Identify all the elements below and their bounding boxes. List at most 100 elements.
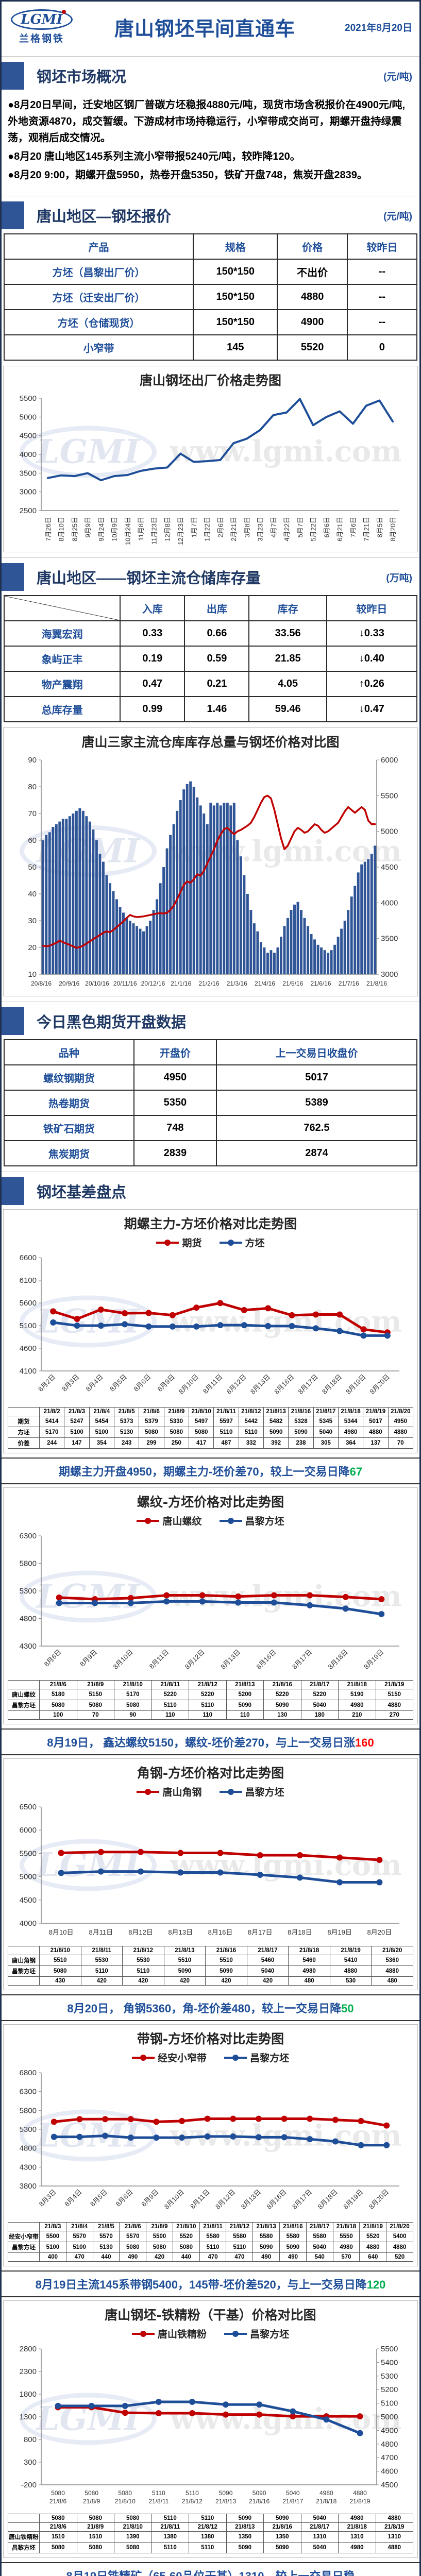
chart-legend: 唐山角钢 昌黎方坯 xyxy=(4,1784,417,1800)
table-cell: 21/8/16 xyxy=(263,2522,301,2532)
table-cell: 70 xyxy=(76,1710,114,1720)
svg-text:8月9日: 8月9日 xyxy=(140,2188,160,2208)
legend-line-icon xyxy=(219,1517,242,1524)
table-cell: 270 xyxy=(375,1710,413,1720)
svg-text:8月5日: 8月5日 xyxy=(376,517,383,537)
caption-ironore: 8月19日铁精矿（65-60品位干基）1310，较上一交易日稳 xyxy=(2,2562,419,2576)
table-cell: 5360 xyxy=(371,1955,413,1966)
table-cell: 物产震翔 xyxy=(3,671,121,697)
header-cell: 21/8/10 xyxy=(188,1407,214,1416)
table-cell: 4880 xyxy=(375,2514,413,2523)
svg-text:11月8日: 11月8日 xyxy=(137,517,145,541)
svg-text:5月22日: 5月22日 xyxy=(310,517,317,541)
legend-item: 唐山铁精粉 xyxy=(131,2327,207,2341)
table-cell: 4880 xyxy=(359,2242,387,2253)
table-cell: 5130 xyxy=(113,1427,140,1438)
table-row: 方坯（仓储现货） 150*150 4900 -- xyxy=(3,309,418,335)
svg-text:8月16日: 8月16日 xyxy=(265,2188,288,2211)
table-cell: 110 xyxy=(189,1710,227,1720)
svg-text:8月2日: 8月2日 xyxy=(37,1373,57,1393)
table-cell: 昌黎方坯 xyxy=(8,2242,40,2253)
legend-item: 昌黎方坯 xyxy=(224,2050,289,2064)
table-cell: 1380 xyxy=(151,2531,189,2543)
table-cell: 4950 xyxy=(388,1416,414,1427)
table-cell: 364 xyxy=(338,1437,364,1449)
chart-legend: 唐山螺纹 昌黎方坯 xyxy=(4,1513,417,1529)
svg-text:21/8/11: 21/8/11 xyxy=(148,2498,169,2505)
svg-text:7月21日: 7月21日 xyxy=(363,517,371,541)
table-cell: 4980 xyxy=(338,1427,364,1438)
table-cell: 焦炭期货 xyxy=(4,1140,134,1166)
table-cell: 1310 xyxy=(375,2531,413,2543)
table-cell: 299 xyxy=(139,1437,164,1449)
table-cell: 5040 xyxy=(306,2242,333,2253)
table-row: 100 70 90 110 110 110 130 180 210 270 xyxy=(8,1710,413,1720)
table-cell: 0.19 xyxy=(120,646,186,672)
table-cell: 5080 xyxy=(39,1700,77,1711)
svg-text:5000: 5000 xyxy=(20,413,37,421)
table-cell: 昌黎方坯 xyxy=(8,1700,40,1711)
section-billet-quotes: 唐山地区—钢坯报价 (元/吨) xyxy=(2,196,419,229)
header-cell: 21/8/6 xyxy=(139,1407,164,1416)
caption-segment: 50 xyxy=(341,2002,354,2015)
table-cell: 5580 xyxy=(252,2231,280,2242)
header-cell: 21/8/16 xyxy=(279,2222,307,2231)
table-cell: 1510 xyxy=(39,2531,77,2543)
header-cell: 价格 xyxy=(277,233,348,260)
svg-text:5月7日: 5月7日 xyxy=(296,517,304,537)
table-cell: 5180 xyxy=(39,1689,77,1700)
table-cell: 5220 xyxy=(151,1689,189,1700)
table-cell: 130 xyxy=(263,1710,301,1720)
table-cell: 昌黎方坯 xyxy=(8,1965,40,1977)
table-row: 期货 5414 5247 5454 5373 5379 5330 5497 5597 5442 54… xyxy=(8,1416,414,1427)
table-cell: 5510 xyxy=(39,1955,81,1966)
table-cell: 5100 xyxy=(65,2242,93,2253)
header-cell: 21/8/18 xyxy=(338,1680,376,1689)
table-cell: 21/8/18 xyxy=(338,2522,376,2532)
header-cell: 21/8/4 xyxy=(65,2222,93,2231)
table-cell: 2839 xyxy=(133,1140,217,1166)
table-cell: 5080 xyxy=(146,2242,173,2253)
table-cell: 螺纹钢期货 xyxy=(4,1064,134,1091)
table-cell: 150*150 xyxy=(193,284,278,310)
svg-text:8月19日: 8月19日 xyxy=(344,1373,367,1396)
header-cell: 21/8/10 xyxy=(39,1946,81,1955)
table-cell: 4880 xyxy=(277,284,348,310)
table-cell: 5520 xyxy=(277,334,348,361)
svg-text:60: 60 xyxy=(28,836,37,845)
table-cell: 5110 xyxy=(189,1700,227,1711)
table-row: 方坯（昌黎出厂价） 150*150 不出价 -- xyxy=(3,259,418,285)
table-cell: 520 xyxy=(386,2252,413,2262)
table-cell: 440 xyxy=(92,2252,120,2262)
table-row: 唐山铁精粉 1510 1510 1390 1380 1380 1350 1350 1310 131… xyxy=(8,2531,413,2543)
svg-text:8月16日: 8月16日 xyxy=(273,1373,295,1396)
svg-text:8月20日: 8月20日 xyxy=(389,517,397,541)
table-cell: 5350 xyxy=(133,1090,217,1116)
svg-text:21/8/19: 21/8/19 xyxy=(349,2498,370,2505)
svg-text:4100: 4100 xyxy=(20,1367,37,1376)
header-cell xyxy=(8,1680,40,1689)
legend-line-icon xyxy=(137,1788,160,1795)
table-row: 焦炭期货 2839 2874 xyxy=(4,1140,418,1166)
table-cell: 147 xyxy=(64,1437,90,1449)
table-cell: 5510 xyxy=(163,1955,206,1966)
table-cell: 5510 xyxy=(205,1955,247,1966)
svg-text:8月13日: 8月13日 xyxy=(219,1648,242,1671)
table-cell: 5080 xyxy=(76,2542,114,2553)
table-row: 昌黎方坯 5080 5080 5080 5110 5110 5090 5090 5040 4980… xyxy=(8,1700,413,1711)
chart-legend: 期货 方坯 xyxy=(4,1234,417,1250)
table-cell: 5345 xyxy=(313,1416,339,1427)
chart-billet-exw-price-trend: 唐山钢坯出厂价格走势图 2500 3000 3500 4000 4500 5000 5500… xyxy=(3,366,418,552)
table-row: 经安小窄带 5500 5570 5570 5570 5500 5520 5580 5580 558… xyxy=(8,2231,413,2242)
header-cell: 21/8/18 xyxy=(332,2222,360,2231)
table-cell: 小窄带 xyxy=(3,334,194,361)
header-cell: 21/8/20 xyxy=(386,2222,413,2231)
svg-text:8月19日: 8月19日 xyxy=(362,1648,385,1671)
strip-billet-data-table: 21/8/3 21/8/4 21/8/5 21/8/6 21/8/9 21/8/10 21/… xyxy=(8,2222,413,2262)
table-cell: 5090 xyxy=(226,2542,264,2553)
svg-text:8月4日: 8月4日 xyxy=(63,2188,83,2208)
table-cell: 5110 xyxy=(226,2242,254,2253)
header-cell: 21/8/13 xyxy=(163,1946,206,1955)
header-cell: 21/8/9 xyxy=(76,1680,114,1689)
table-cell: 5110 xyxy=(151,2514,189,2523)
